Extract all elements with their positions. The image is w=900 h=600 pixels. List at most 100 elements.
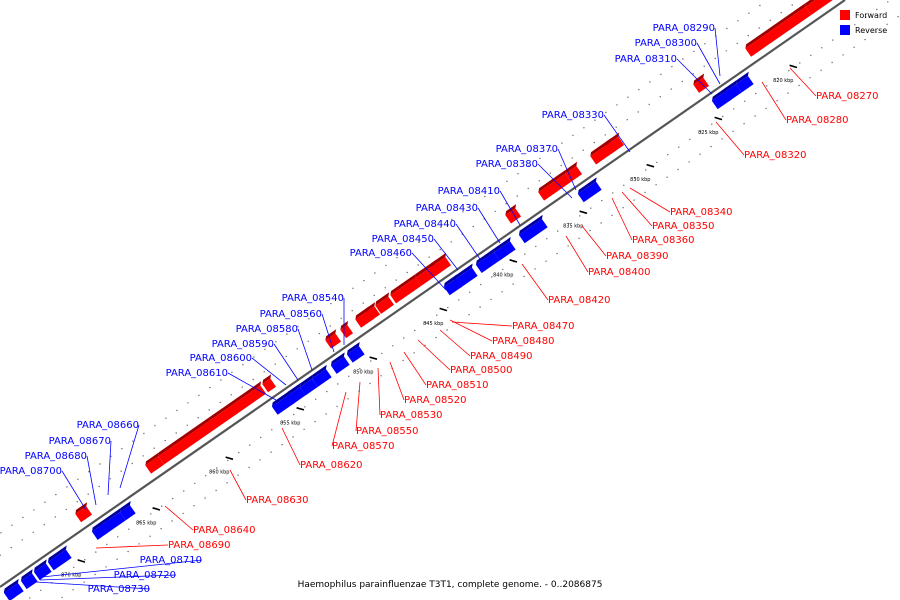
gene-label[interactable]: PARA_08380 — [476, 159, 538, 170]
gene-feature[interactable] — [329, 352, 352, 374]
gene-feature[interactable] — [339, 320, 356, 339]
gene-label[interactable]: PARA_08480 — [492, 336, 554, 347]
reverse-gene-block[interactable] — [33, 563, 52, 581]
reverse-gene-block[interactable] — [577, 181, 602, 203]
gene-label[interactable]: PARA_08520 — [404, 395, 466, 406]
reverse-gene-block[interactable] — [20, 573, 38, 590]
gene-label[interactable]: PARA_08610 — [166, 368, 228, 379]
gene-feature[interactable] — [804, 0, 841, 16]
gene-feature[interactable] — [414, 259, 444, 287]
gene-feature[interactable] — [2, 584, 18, 600]
gene-feature[interactable] — [46, 545, 74, 571]
gene-feature[interactable] — [32, 559, 54, 581]
reverse-gene-block[interactable] — [735, 75, 754, 93]
gene-label[interactable]: PARA_08730 — [88, 584, 150, 595]
gene-label[interactable]: PARA_08710 — [140, 555, 202, 566]
gene-feature[interactable] — [270, 390, 297, 415]
gene-label[interactable]: PARA_08680 — [25, 451, 87, 462]
reverse-gene-block[interactable] — [271, 394, 295, 415]
gene-label[interactable]: PARA_08440 — [394, 219, 456, 230]
gene-feature[interactable] — [74, 502, 95, 523]
reverse-gene-block[interactable] — [346, 346, 365, 363]
reverse-gene-block[interactable] — [119, 505, 136, 521]
gene-label[interactable]: PARA_08410 — [438, 186, 500, 197]
reverse-gene-block[interactable] — [475, 252, 500, 274]
reverse-gene-block[interactable] — [311, 369, 332, 387]
forward-gene-block[interactable] — [262, 378, 277, 393]
reverse-gene-block[interactable] — [493, 241, 516, 261]
gene-label[interactable]: PARA_08590 — [212, 339, 274, 350]
gene-feature[interactable] — [517, 214, 550, 244]
gene-feature[interactable] — [734, 71, 756, 93]
gene-feature[interactable] — [298, 374, 320, 396]
gene-label[interactable]: PARA_08690 — [168, 540, 230, 551]
gene-feature[interactable] — [19, 569, 40, 590]
gene-feature[interactable] — [576, 177, 604, 203]
gene-feature[interactable] — [589, 138, 619, 165]
gene-label[interactable]: PARA_08340 — [670, 207, 732, 218]
gene-label[interactable]: PARA_08560 — [260, 309, 322, 320]
gene-feature[interactable] — [345, 341, 367, 363]
gene-label[interactable]: PARA_08430 — [416, 203, 478, 214]
reverse-gene-block[interactable] — [518, 219, 548, 244]
gene-label[interactable]: PARA_08620 — [300, 460, 362, 471]
reverse-gene-block[interactable] — [330, 356, 350, 374]
gene-label[interactable]: PARA_08400 — [588, 267, 650, 278]
gene-feature[interactable] — [324, 329, 344, 349]
reverse-gene-block[interactable] — [3, 588, 16, 600]
gene-label[interactable]: PARA_08500 — [450, 365, 512, 376]
gene-label[interactable]: PARA_08670 — [49, 436, 111, 447]
gene-feature[interactable] — [118, 501, 138, 521]
gene-feature[interactable] — [354, 306, 377, 328]
gene-label[interactable]: PARA_08370 — [496, 144, 558, 155]
gene-feature[interactable] — [374, 292, 397, 314]
forward-gene-block[interactable] — [75, 506, 93, 523]
gene-label[interactable]: PARA_08660 — [77, 420, 139, 431]
forward-gene-block[interactable] — [590, 142, 617, 165]
forward-gene-block[interactable] — [805, 0, 839, 16]
gene-label[interactable]: PARA_08700 — [0, 466, 62, 477]
gene-feature[interactable] — [389, 273, 424, 304]
forward-gene-block[interactable] — [505, 208, 522, 224]
gene-label[interactable]: PARA_08460 — [350, 248, 412, 259]
gene-label[interactable]: PARA_08540 — [282, 293, 344, 304]
gene-feature[interactable] — [261, 374, 279, 393]
gene-label[interactable]: PARA_08720 — [114, 570, 176, 581]
gene-label[interactable]: PARA_08530 — [380, 410, 442, 421]
reverse-gene-block[interactable] — [286, 387, 306, 405]
forward-gene-block[interactable] — [355, 310, 375, 328]
gene-label[interactable]: PARA_08490 — [470, 351, 532, 362]
gene-label[interactable]: PARA_08420 — [548, 295, 610, 306]
forward-gene-block[interactable] — [145, 456, 165, 474]
gene-feature[interactable] — [310, 364, 334, 387]
reverse-gene-block[interactable] — [99, 512, 126, 535]
gene-feature[interactable] — [492, 237, 518, 261]
forward-gene-block[interactable] — [538, 173, 572, 201]
forward-gene-block[interactable] — [325, 333, 342, 349]
forward-gene-block[interactable] — [693, 77, 710, 93]
gene-feature[interactable] — [564, 161, 585, 182]
gene-label[interactable]: PARA_08570 — [332, 441, 394, 452]
forward-gene-block[interactable] — [375, 296, 395, 314]
gene-label[interactable]: PARA_08320 — [744, 150, 806, 161]
gene-label[interactable]: PARA_08580 — [236, 324, 298, 335]
gene-feature[interactable] — [452, 263, 480, 289]
forward-gene-block[interactable] — [390, 277, 422, 304]
gene-label[interactable]: PARA_08600 — [190, 353, 252, 364]
reverse-gene-block[interactable] — [47, 549, 72, 571]
gene-label[interactable]: PARA_08280 — [786, 115, 848, 126]
gene-label[interactable]: PARA_08450 — [372, 234, 434, 245]
gene-feature[interactable] — [98, 507, 128, 535]
gene-label[interactable]: PARA_08290 — [653, 23, 715, 34]
gene-feature[interactable] — [157, 381, 269, 465]
gene-label[interactable]: PARA_08330 — [542, 110, 604, 121]
forward-gene-block[interactable] — [565, 165, 583, 182]
gene-label[interactable]: PARA_08630 — [246, 495, 308, 506]
forward-gene-block[interactable] — [340, 325, 354, 339]
gene-label[interactable]: PARA_08640 — [193, 525, 255, 536]
gene-feature[interactable] — [692, 73, 712, 93]
gene-label[interactable]: PARA_08470 — [512, 321, 574, 332]
gene-label[interactable]: PARA_08360 — [632, 235, 694, 246]
gene-label[interactable]: PARA_08390 — [606, 251, 668, 262]
gene-feature[interactable] — [722, 80, 744, 101]
